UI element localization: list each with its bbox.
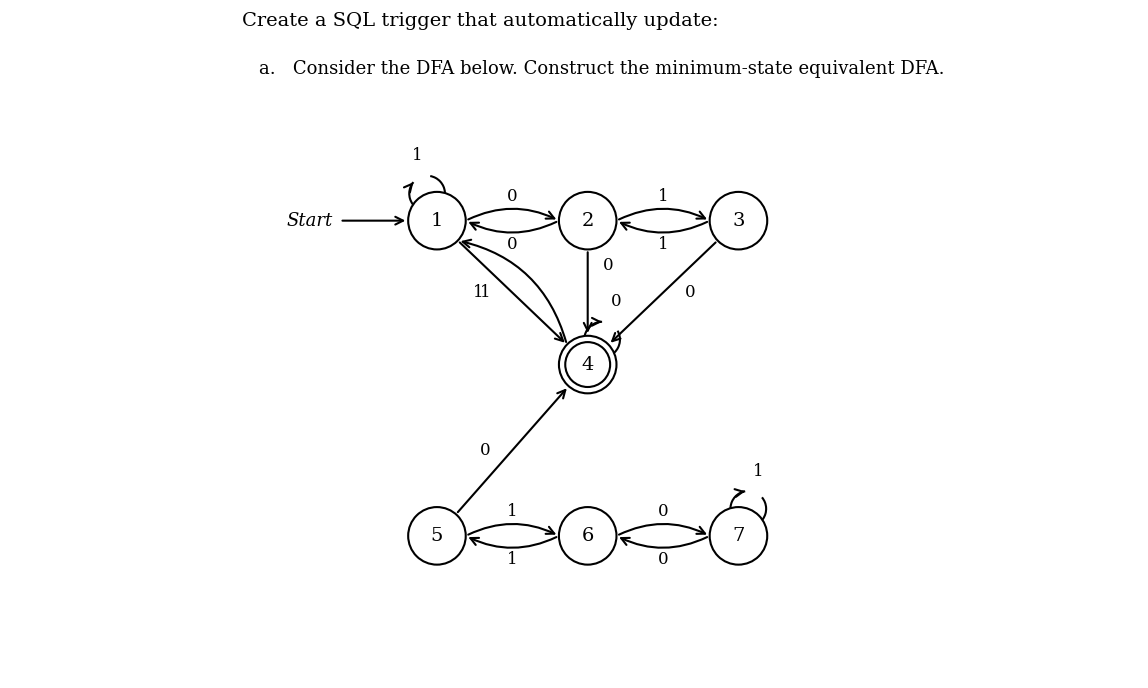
Text: 3: 3 xyxy=(732,212,745,230)
Text: Start: Start xyxy=(287,212,333,230)
Text: 0: 0 xyxy=(480,442,490,459)
Text: 1: 1 xyxy=(753,462,763,480)
Text: Create a SQL trigger that automatically update:: Create a SQL trigger that automatically … xyxy=(242,12,719,30)
Text: 1: 1 xyxy=(507,551,518,568)
Text: 1: 1 xyxy=(473,284,483,301)
Text: 1: 1 xyxy=(658,236,668,253)
Circle shape xyxy=(709,192,767,250)
Text: 1: 1 xyxy=(658,189,668,205)
Circle shape xyxy=(559,507,616,565)
Text: 6: 6 xyxy=(582,527,594,545)
Text: 7: 7 xyxy=(732,527,745,545)
Text: 0: 0 xyxy=(658,551,668,568)
Circle shape xyxy=(559,192,616,250)
Text: 1: 1 xyxy=(411,147,422,164)
Circle shape xyxy=(709,507,767,565)
Text: 5: 5 xyxy=(430,527,443,545)
Text: 1: 1 xyxy=(480,284,490,301)
Text: 0: 0 xyxy=(507,236,518,253)
Text: 0: 0 xyxy=(611,294,621,310)
Text: 0: 0 xyxy=(685,284,696,301)
Text: 1: 1 xyxy=(430,212,443,230)
Text: 0: 0 xyxy=(658,504,668,520)
Text: 4: 4 xyxy=(582,356,594,374)
Text: 2: 2 xyxy=(582,212,594,230)
Circle shape xyxy=(559,336,616,394)
Text: 0: 0 xyxy=(603,257,613,274)
Text: a.   Consider the DFA below. Construct the minimum-state equivalent DFA.: a. Consider the DFA below. Construct the… xyxy=(258,60,945,78)
Text: 1: 1 xyxy=(507,504,518,520)
Circle shape xyxy=(409,192,466,250)
Text: 0: 0 xyxy=(507,189,518,205)
Circle shape xyxy=(409,507,466,565)
